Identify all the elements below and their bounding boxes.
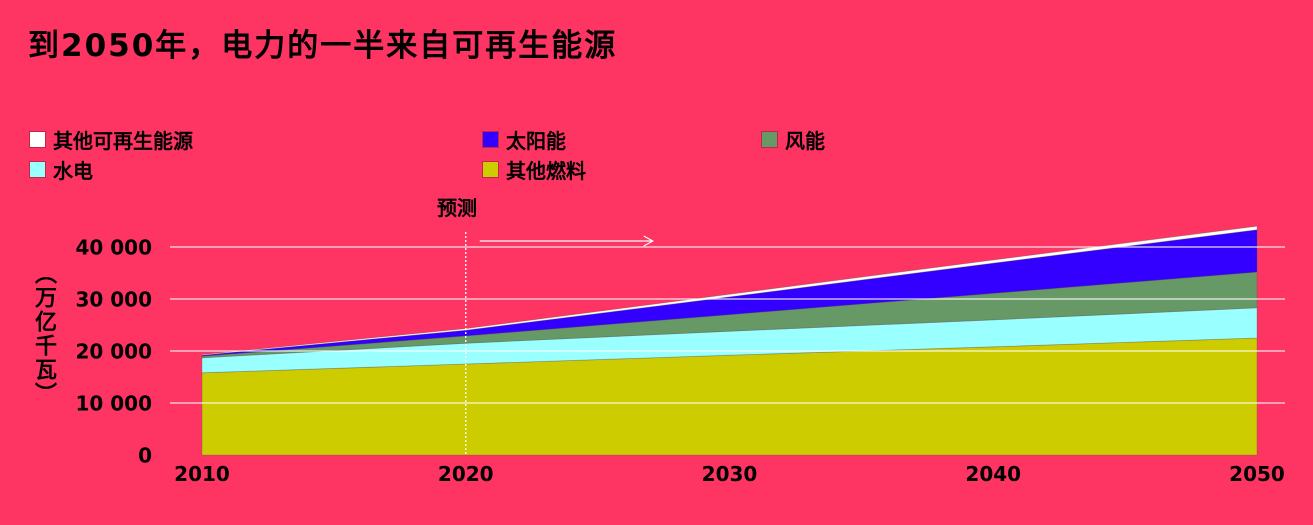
legend-label-other-fuels: 其他燃料 — [506, 159, 586, 183]
legend-item-hydro: 水电 — [29, 155, 93, 184]
legend-label-other-renewables: 其他可再生能源 — [53, 129, 193, 153]
y-tick-label: 0 — [138, 444, 152, 468]
x-tick-label: 2040 — [965, 462, 1021, 486]
x-tick-label: 2030 — [702, 462, 758, 486]
legend-swatch-solar — [482, 131, 499, 148]
legend-swatch-wind — [761, 131, 778, 148]
forecast-label: 预测 — [437, 196, 477, 220]
x-tick-label: 2020 — [438, 462, 494, 486]
y-tick-label: 40 000 — [75, 236, 152, 260]
legend-swatch-hydro — [29, 161, 46, 178]
legend-item-other-renewables: 其他可再生能源 — [29, 125, 193, 154]
area-layers — [201, 225, 1258, 456]
legend-swatch-other-renewables — [29, 131, 46, 148]
legend-label-solar: 太阳能 — [506, 129, 566, 153]
legend-item-other-fuels: 其他燃料 — [482, 155, 586, 184]
legend-swatch-other-fuels — [482, 161, 499, 178]
legend-item-solar: 太阳能 — [482, 125, 566, 154]
legend-label-wind: 风能 — [785, 129, 825, 153]
x-tick-labels: 2010 2020 2030 2040 2050 — [174, 462, 1285, 486]
x-tick-label: 2010 — [174, 462, 230, 486]
area-4 — [201, 225, 1258, 356]
forecast-marker — [465, 232, 654, 455]
forecast-arrowhead — [643, 235, 654, 247]
chart-title: 到2050年，电力的一半来自可再生能源 — [28, 28, 618, 64]
gridlines — [170, 246, 1285, 404]
legend-item-wind: 风能 — [761, 125, 825, 154]
y-axis-label: （万亿千瓦） — [31, 262, 56, 406]
y-tick-label: 10 000 — [75, 392, 152, 416]
x-tick-label: 2050 — [1229, 462, 1285, 486]
y-tick-label: 30 000 — [75, 288, 152, 312]
y-tick-labels: 0 10 000 20 000 30 000 40 000 — [75, 236, 152, 468]
y-tick-label: 20 000 — [75, 340, 152, 364]
legend-label-hydro: 水电 — [53, 159, 93, 183]
